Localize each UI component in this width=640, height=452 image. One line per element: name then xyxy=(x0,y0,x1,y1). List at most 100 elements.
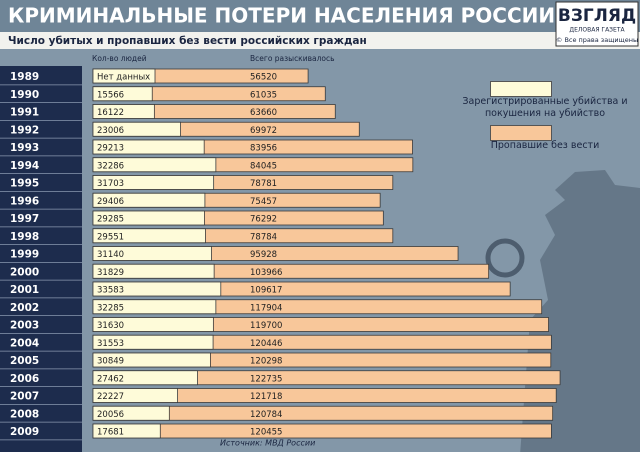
value-label: 83956 xyxy=(250,144,277,154)
bar xyxy=(92,299,217,315)
year-label: 2001 xyxy=(10,284,39,296)
bar xyxy=(92,423,161,439)
value-label: 78784 xyxy=(250,232,277,242)
year-label: 2005 xyxy=(10,355,39,367)
logo-box xyxy=(555,1,639,47)
magnifier xyxy=(485,238,525,278)
year-label: 1995 xyxy=(10,178,39,190)
legend-label: Зарегистрированные убийства и покушения … xyxy=(462,96,628,119)
bar xyxy=(92,121,181,137)
year-label: 1996 xyxy=(10,195,39,207)
value-label: 120298 xyxy=(250,357,282,367)
value-label: 120455 xyxy=(250,428,282,438)
year-label: 2003 xyxy=(10,320,39,332)
value-label: 15566 xyxy=(97,90,124,100)
value-label: 23006 xyxy=(97,126,124,136)
bar xyxy=(92,228,206,244)
year-label: 2006 xyxy=(10,373,39,385)
bar xyxy=(92,192,206,208)
value-label: 103966 xyxy=(250,268,282,278)
logo: ВЗГЛЯД xyxy=(558,6,636,26)
year-label: 2009 xyxy=(10,426,39,438)
value-label: 29213 xyxy=(97,144,124,154)
year-column xyxy=(0,66,82,452)
bar xyxy=(92,263,215,279)
year-label: 1997 xyxy=(10,213,39,225)
value-label: 29285 xyxy=(97,215,124,225)
year-label: 1994 xyxy=(10,160,39,172)
column-label: Кол-во людей xyxy=(92,54,147,63)
bar xyxy=(92,281,222,297)
chart-title: КРИМИНАЛЬНЫЕ ПОТЕРИ НАСЕЛЕНИЯ РОССИИ xyxy=(8,4,555,28)
year-label: 1991 xyxy=(10,107,39,119)
value-label: 29406 xyxy=(97,197,124,207)
no-data-label: Нет данных xyxy=(97,73,150,83)
year-label: 1989 xyxy=(10,71,39,83)
legend-swatch xyxy=(490,125,552,141)
year-label: 1990 xyxy=(10,89,39,101)
bar xyxy=(92,405,170,421)
bar xyxy=(92,334,214,350)
legend-label: Пропавшие без вести xyxy=(490,140,600,151)
value-label: 117904 xyxy=(250,303,282,313)
year-label: 2000 xyxy=(10,266,39,278)
year-label: 2004 xyxy=(10,337,39,349)
value-label: 76292 xyxy=(250,215,277,225)
subtitle-band xyxy=(0,32,640,49)
value-label: 27462 xyxy=(97,374,124,384)
value-label: 31553 xyxy=(97,339,124,349)
no-data-box xyxy=(92,68,156,84)
bar xyxy=(92,139,205,155)
value-label: 63660 xyxy=(250,108,277,118)
value-label: 109617 xyxy=(250,286,282,296)
source: Источник: МВД России xyxy=(220,439,315,448)
year-label: 1993 xyxy=(10,142,39,154)
value-label: 75457 xyxy=(250,197,277,207)
value-label: 20056 xyxy=(97,410,124,420)
logo-subtitle: ДЕЛОВАЯ ГАЗЕТА xyxy=(569,27,625,34)
bar xyxy=(92,175,215,190)
value-label: 31703 xyxy=(97,179,124,189)
value-label: 29551 xyxy=(97,232,124,242)
value-label: 121718 xyxy=(250,392,282,402)
value-label: 17681 xyxy=(97,428,124,438)
bar xyxy=(92,352,211,368)
bar xyxy=(92,370,198,386)
value-label: 119700 xyxy=(250,321,282,331)
value-label: 32285 xyxy=(97,303,124,313)
value-label: 32286 xyxy=(97,161,124,171)
value-label: 61035 xyxy=(250,90,277,100)
value-label: 120784 xyxy=(250,410,282,420)
year-label: 1998 xyxy=(10,231,39,243)
bar xyxy=(92,423,552,439)
value-label: 31140 xyxy=(97,250,124,260)
title-band xyxy=(0,0,640,32)
copyright: © Все права защищены xyxy=(556,36,638,44)
year-label: 1992 xyxy=(10,124,39,136)
legend-swatch xyxy=(490,81,552,97)
value-label: 120446 xyxy=(250,339,282,349)
value-label: 16122 xyxy=(97,108,124,118)
year-label: 2002 xyxy=(10,302,39,314)
value-label: 84045 xyxy=(250,161,277,171)
bar xyxy=(92,388,178,403)
value-label: 78781 xyxy=(250,179,277,189)
bar xyxy=(92,157,217,173)
value-label: 95928 xyxy=(250,250,277,260)
value-label: 22227 xyxy=(97,392,124,402)
value-label: 31829 xyxy=(97,268,124,278)
chart-subtitle: Число убитых и пропавших без вести росси… xyxy=(8,35,367,47)
bar xyxy=(92,317,214,332)
bar xyxy=(92,104,155,119)
year-label: 1999 xyxy=(10,249,39,261)
value-label: 122735 xyxy=(250,374,282,384)
bar xyxy=(92,246,212,261)
year-label: 2008 xyxy=(10,408,39,420)
bar xyxy=(92,86,153,102)
value-label: 69972 xyxy=(250,126,277,136)
column-label: Всего разыскивалось xyxy=(250,54,335,63)
value-label: 56520 xyxy=(250,73,277,83)
year-label: 2007 xyxy=(10,391,39,403)
